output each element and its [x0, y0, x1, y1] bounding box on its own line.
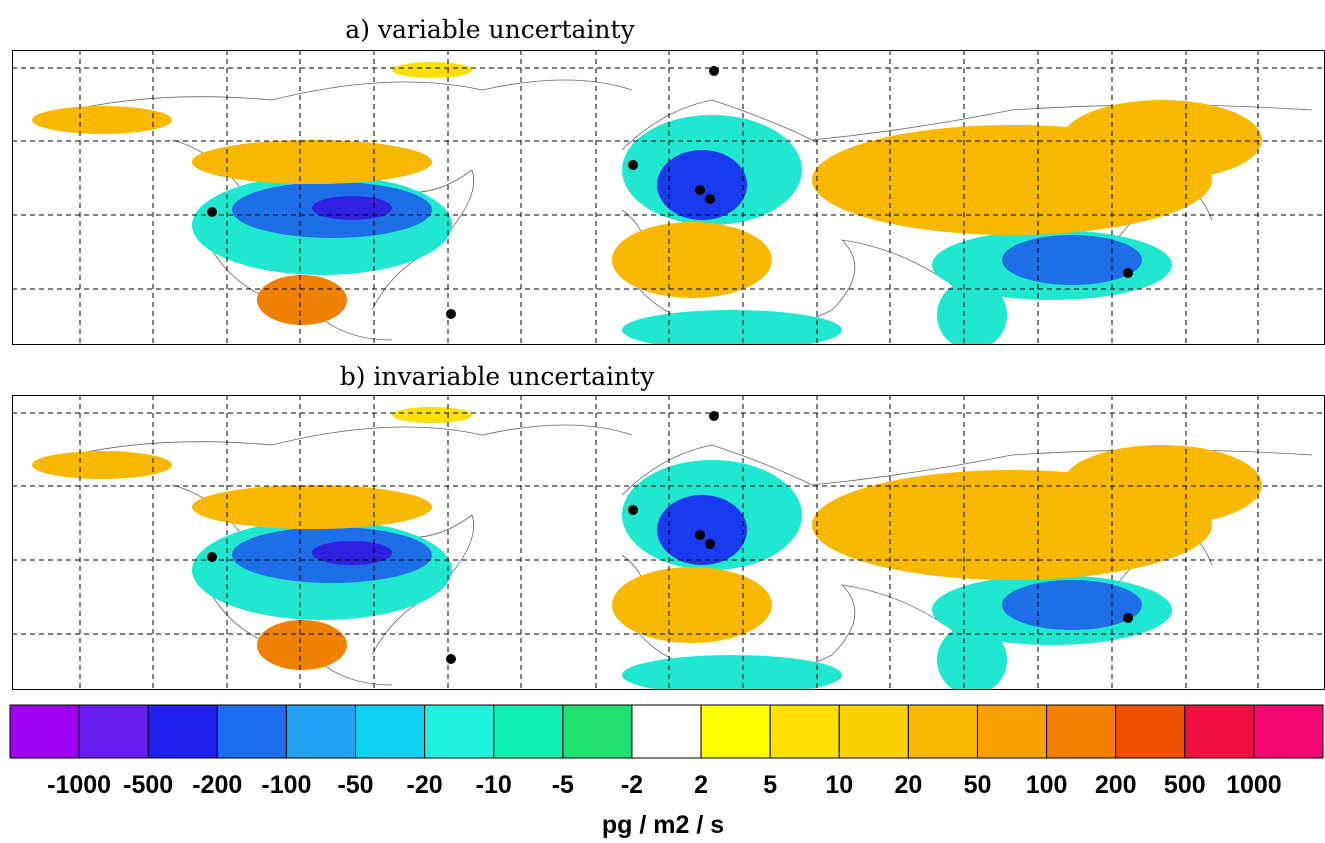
- colorbar: -1000 -500 -200 -100 -50 -20 -10 -5 -2 2 5 10 20 50 10…: [9, 704, 1324, 799]
- color-box: [147, 704, 218, 759]
- panel-title: a) variable uncertainty: [345, 15, 635, 44]
- color-box: [769, 704, 840, 759]
- colorbar-label: -2: [621, 771, 643, 799]
- colorbar-label: 10: [825, 771, 853, 799]
- colorbar-label: 200: [1095, 771, 1137, 799]
- colorbar-label: 5: [763, 771, 777, 799]
- color-box: [1184, 704, 1255, 759]
- color-box: [631, 704, 702, 759]
- color-box: [1115, 704, 1186, 759]
- map-panel: [12, 395, 1325, 695]
- colorbar-label: 20: [894, 771, 922, 799]
- colorbar-label: -100: [261, 771, 311, 799]
- color-box: [9, 704, 80, 759]
- colorbar-label: -5: [552, 771, 574, 799]
- color-box: [355, 704, 426, 759]
- colorbar-label: 50: [964, 771, 992, 799]
- color-box: [562, 704, 633, 759]
- color-box: [493, 704, 564, 759]
- color-box: [285, 704, 357, 759]
- color-box: [216, 704, 287, 759]
- color-box: [700, 704, 771, 759]
- panel-title: b) invariable uncertainty: [340, 362, 655, 391]
- colorbar-label: 2: [694, 771, 708, 799]
- colorbar-unit: pg / m2 / s: [602, 811, 724, 839]
- colorbar-label: 1000: [1226, 771, 1282, 799]
- color-box: [1253, 704, 1324, 759]
- colorbar-label: -1000: [47, 771, 111, 799]
- colorbar-label: -10: [476, 771, 512, 799]
- color-box: [78, 704, 149, 759]
- colorbar-label: 500: [1164, 771, 1206, 799]
- color-box: [1046, 704, 1117, 759]
- colorbar-label: -200: [192, 771, 242, 799]
- color-box: [907, 704, 978, 759]
- colorbar-label: 100: [1026, 771, 1068, 799]
- color-box: [838, 704, 909, 759]
- color-box: [424, 704, 495, 759]
- map-panel: [12, 50, 1325, 350]
- colorbar-label: -20: [407, 771, 443, 799]
- colorbar-label: -50: [337, 771, 373, 799]
- colorbar-label: -500: [123, 771, 173, 799]
- color-box: [976, 704, 1048, 759]
